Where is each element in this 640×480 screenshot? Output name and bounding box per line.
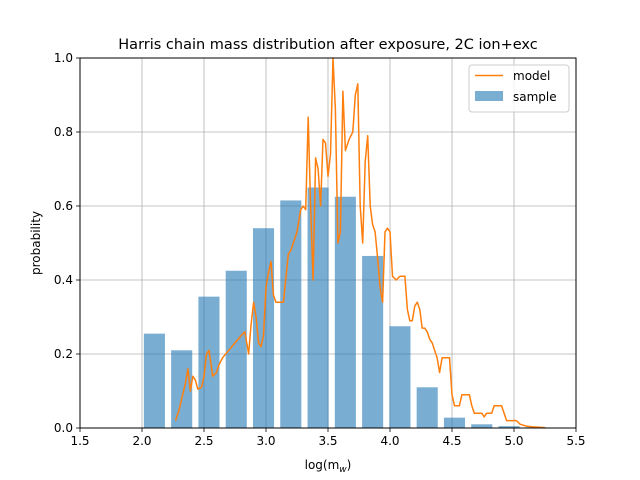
x-axis-label-subscript: w	[339, 465, 347, 475]
chart-title: Harris chain mass distribution after exp…	[118, 37, 537, 53]
x-tick-label: 5.0	[504, 434, 523, 448]
x-axis-label-close: )	[347, 458, 352, 472]
model-line-path	[174, 57, 546, 429]
model-line	[174, 57, 546, 429]
x-tick-label: 4.5	[442, 434, 461, 448]
bar	[416, 387, 438, 428]
legend-sample-label: sample	[513, 90, 557, 104]
bar	[225, 270, 247, 428]
bar	[171, 350, 193, 428]
x-tick-label: 4.0	[380, 434, 399, 448]
bar	[362, 255, 384, 428]
bar	[198, 296, 220, 428]
legend-model-label: model	[513, 69, 550, 83]
x-axis-label-main: log(m	[305, 458, 340, 472]
bar	[471, 424, 493, 428]
y-axis-label: probability	[29, 211, 43, 275]
x-tick-label: 2.0	[132, 434, 151, 448]
x-tick-label: 5.5	[566, 434, 585, 448]
x-tick-label: 1.5	[70, 434, 89, 448]
legend: model sample	[468, 64, 570, 113]
x-tick-label: 2.5	[194, 434, 213, 448]
bar	[498, 426, 520, 428]
bar	[443, 417, 466, 428]
x-axis-label: log(mw)	[305, 458, 352, 475]
bar	[307, 187, 329, 428]
y-tick-label: 0.6	[54, 199, 73, 213]
y-tick-label: 1.0	[54, 51, 73, 65]
x-tick-label: 3.0	[256, 434, 275, 448]
legend-sample-swatch	[475, 91, 503, 101]
y-tick-label: 0.2	[54, 347, 73, 361]
bar	[143, 333, 165, 428]
bars	[143, 187, 575, 428]
y-axis-ticks: 0.0 0.2 0.4 0.6 0.8 1.0	[54, 51, 80, 435]
x-axis-ticks: 1.5 2.0 2.5 3.0 3.5 4.0 4.5 5.0 5.5	[70, 428, 586, 448]
y-tick-label: 0.8	[54, 125, 73, 139]
bar	[389, 326, 411, 428]
bar	[334, 196, 356, 428]
x-tick-label: 3.5	[318, 434, 337, 448]
bar	[280, 200, 302, 428]
y-tick-label: 0.4	[54, 273, 73, 287]
y-tick-label: 0.0	[54, 421, 73, 435]
